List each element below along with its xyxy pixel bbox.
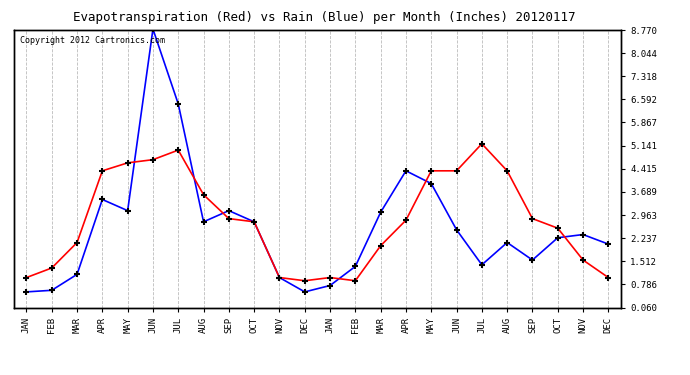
Text: Evapotranspiration (Red) vs Rain (Blue) per Month (Inches) 20120117: Evapotranspiration (Red) vs Rain (Blue) … <box>73 11 575 24</box>
Text: Copyright 2012 Cartronics.com: Copyright 2012 Cartronics.com <box>20 36 165 45</box>
